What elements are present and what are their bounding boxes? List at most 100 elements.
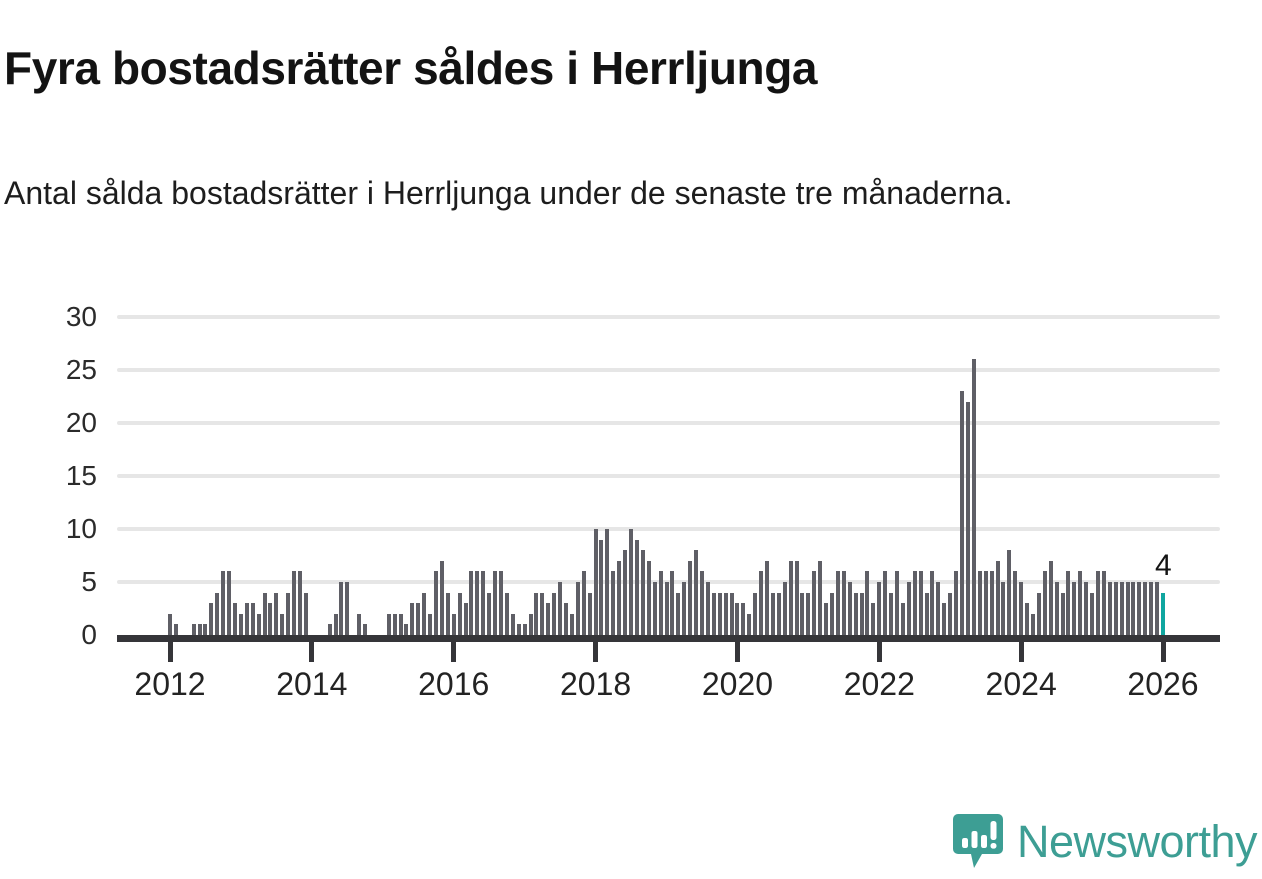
bar	[599, 539, 604, 635]
bar	[386, 613, 391, 635]
bar	[168, 613, 172, 635]
y-axis-tick-label: 0	[81, 619, 97, 650]
bar	[865, 571, 870, 635]
x-axis-tick-label: 2020	[701, 666, 774, 702]
x-axis-line	[117, 635, 1220, 642]
bar	[593, 529, 598, 635]
y-axis-tick-label: 25	[65, 354, 97, 385]
bar	[640, 550, 645, 635]
bar	[469, 571, 474, 635]
bar	[546, 603, 551, 635]
bar	[280, 613, 285, 635]
bar	[830, 592, 834, 635]
bar	[540, 592, 545, 635]
newsworthy-speech-bubble-chart-icon	[952, 812, 1004, 870]
x-axis-tick-mark	[1160, 642, 1166, 662]
bar	[812, 571, 817, 635]
bar	[558, 582, 563, 635]
bar	[883, 571, 888, 635]
bar	[339, 582, 344, 635]
bar	[1155, 582, 1160, 635]
bar	[995, 560, 1000, 635]
bar	[286, 592, 291, 635]
bar	[487, 592, 492, 635]
bar	[634, 539, 639, 635]
bar	[262, 592, 267, 635]
bar	[534, 592, 539, 635]
bar	[770, 592, 775, 635]
bar	[1119, 582, 1124, 635]
bar	[877, 582, 882, 635]
bar	[847, 582, 852, 635]
bar	[918, 571, 923, 635]
bar	[457, 592, 462, 635]
bar	[629, 529, 634, 635]
bar	[711, 592, 716, 635]
bar	[824, 603, 829, 635]
bar	[930, 571, 935, 635]
bar	[989, 571, 994, 635]
bar	[221, 571, 226, 635]
bar	[587, 592, 592, 635]
gridline	[117, 315, 1220, 319]
bar	[971, 359, 976, 635]
bar	[853, 592, 858, 635]
bar	[493, 571, 498, 635]
bar	[528, 613, 533, 635]
bar	[1125, 582, 1130, 635]
bar	[747, 613, 752, 635]
bar	[215, 592, 220, 635]
bar	[292, 571, 297, 635]
bar	[569, 613, 574, 635]
bar	[835, 571, 840, 635]
x-axis-tick-label: 2016	[418, 666, 490, 702]
bar	[906, 582, 911, 635]
bar	[699, 571, 704, 635]
bar	[1007, 550, 1012, 635]
bar-series	[117, 317, 1220, 635]
x-axis-tick-mark	[167, 642, 173, 662]
bar	[617, 560, 622, 635]
bar	[1013, 571, 1018, 635]
bar	[806, 592, 811, 635]
x-axis-tick-mark	[734, 642, 740, 662]
bar	[398, 613, 403, 635]
bar	[871, 603, 876, 635]
bar	[510, 613, 515, 635]
x-axis-tick-mark	[593, 642, 599, 662]
bar	[445, 592, 450, 635]
bar	[416, 603, 421, 635]
gridline	[117, 368, 1220, 372]
bar	[623, 550, 628, 635]
bar	[646, 560, 651, 635]
bar	[481, 571, 486, 635]
bar	[1095, 571, 1100, 635]
bar	[611, 571, 616, 635]
x-axis-tick-mark	[876, 642, 882, 662]
bar	[960, 391, 965, 635]
bar	[753, 592, 758, 635]
bar	[1072, 582, 1077, 635]
x-axis-tick-label: 2018	[559, 666, 632, 702]
bar	[759, 571, 764, 635]
bar	[268, 603, 273, 635]
bar	[794, 560, 799, 635]
bar	[717, 592, 722, 635]
bar	[948, 592, 953, 635]
bar	[895, 571, 900, 635]
bar	[516, 624, 521, 635]
bar	[274, 592, 279, 635]
bar	[233, 603, 238, 635]
bar	[977, 571, 982, 635]
bar	[433, 571, 438, 635]
bar	[723, 592, 728, 635]
bar	[463, 603, 468, 635]
bar	[439, 560, 444, 635]
bar	[1107, 582, 1112, 635]
bar	[298, 571, 303, 635]
bar	[1143, 582, 1148, 635]
bar	[191, 624, 196, 635]
bar	[1030, 613, 1035, 635]
bar	[670, 571, 675, 635]
page-subtitle: Antal sålda bostadsrätter i Herrljunga u…	[4, 175, 1013, 211]
